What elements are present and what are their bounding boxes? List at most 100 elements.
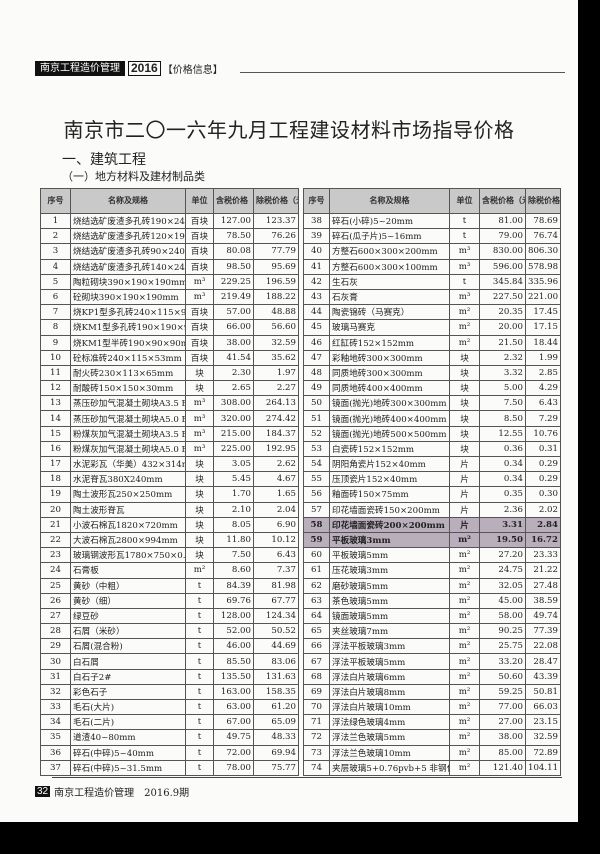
cell-unit: t xyxy=(449,228,480,245)
cell-name: 浮法白片玻璃10mm xyxy=(329,698,450,716)
cell-unit: 百块 xyxy=(185,243,214,260)
cell-seq: 25 xyxy=(40,577,71,594)
cell-seq: 19 xyxy=(40,486,71,503)
cell-tax-price: 2.36 xyxy=(479,501,526,518)
cell-name: 平板玻璃3mm xyxy=(329,531,450,549)
cell-name: 黄砂（细） xyxy=(70,592,186,609)
cell-net-price: 1.65 xyxy=(253,486,299,503)
cell-seq: 33 xyxy=(40,698,71,716)
cell-name: 浮法兰色玻璃5mm xyxy=(329,729,450,746)
cell-name: 大波石棉瓦2800×994mm xyxy=(70,531,186,549)
page-title: 南京市二〇一六年九月工程建设材料市场指导价格 xyxy=(63,118,515,142)
cell-unit: m³ xyxy=(185,273,214,290)
table-row: 11 耐火砖230×113×65mm 块 2.30 1.97 xyxy=(40,364,299,382)
cell-tax-price: 66.00 xyxy=(213,319,254,336)
cell-tax-price: 229.25 xyxy=(213,273,254,290)
cell-tax-price: 121.40 xyxy=(479,759,526,776)
table-header-row: 序号 名称及规格 单位 含税价格（元） 除税价格（元） xyxy=(303,188,561,214)
table-row: 63 茶色玻璃5mm m² 45.00 38.59 xyxy=(303,592,561,609)
cell-name: 粉煤灰加气混凝土砌块A3.5 B06 xyxy=(70,425,186,442)
cell-unit: 块 xyxy=(185,471,214,488)
col-net-price: 除税价格（元） xyxy=(253,188,299,214)
cell-unit: 块 xyxy=(449,380,480,397)
cell-net-price: 43.39 xyxy=(525,668,561,685)
cell-net-price: 264.13 xyxy=(253,395,299,412)
cell-name: 石膏板 xyxy=(70,562,186,579)
cell-tax-price: 81.00 xyxy=(479,212,526,230)
cell-seq: 65 xyxy=(303,623,330,640)
cell-net-price: 76.74 xyxy=(525,228,561,245)
cell-name: 粉煤灰加气混凝土砌块A5.0 B06 xyxy=(70,440,186,458)
table-row: 41 方整石600×300×100mm m³ 596.00 578.98 xyxy=(303,258,561,275)
footer-text: 南京工程造价管理 2016.9期 xyxy=(54,788,190,799)
cell-seq: 34 xyxy=(40,714,71,731)
cell-unit: t xyxy=(449,273,480,290)
cell-unit: 片 xyxy=(449,455,480,473)
cell-unit: t xyxy=(185,607,214,625)
cell-name: 石屑（米砂） xyxy=(70,623,186,640)
cell-unit: 片 xyxy=(449,516,480,533)
cell-seq: 31 xyxy=(40,668,71,685)
cell-tax-price: 0.36 xyxy=(479,440,526,458)
cell-net-price: 27.48 xyxy=(525,577,561,594)
cell-seq: 24 xyxy=(40,562,71,579)
cell-net-price: 77.39 xyxy=(525,623,561,640)
cell-unit: m³ xyxy=(185,288,214,306)
cell-name: 玻璃钢波形瓦1780×750×0.64mm xyxy=(70,547,186,564)
cell-unit: m² xyxy=(449,668,480,685)
cell-unit: 块 xyxy=(185,455,214,473)
cell-net-price: 72.89 xyxy=(525,744,561,761)
col-unit: 单位 xyxy=(449,188,480,214)
cell-unit: m² xyxy=(449,531,480,549)
cell-name: 夹层玻璃5+0.76pvb+5 非钢化 xyxy=(329,759,450,776)
document-page: 南京工程造价管理 2016 【价格信息】 南京市二〇一六年九月工程建设材料市场指… xyxy=(0,0,578,822)
cell-tax-price: 72.00 xyxy=(213,744,254,761)
cell-net-price: 32.59 xyxy=(253,334,299,351)
cell-unit: 百块 xyxy=(185,319,214,336)
table-row: 29 石屑(混合粉) t 46.00 44.69 xyxy=(40,638,299,655)
table-row: 70 浮法白片玻璃10mm m² 77.00 66.03 xyxy=(303,698,561,716)
cell-name: 石屑(混合粉) xyxy=(70,638,186,655)
cell-name: 砼标准砖240×115×53mm xyxy=(70,349,186,366)
cell-tax-price: 33.20 xyxy=(479,653,526,670)
cell-name: 茶色玻璃5mm xyxy=(329,592,450,609)
table-row: 38 碎石(小碎)5~20mm t 81.00 78.69 xyxy=(303,212,561,230)
cell-unit: m² xyxy=(449,653,480,670)
cell-seq: 4 xyxy=(40,258,71,275)
magazine-name: 南京工程造价管理 xyxy=(35,61,125,76)
table-row: 26 黄砂（细） t 69.76 67.77 xyxy=(40,592,299,609)
cell-net-price: 48.33 xyxy=(253,729,299,746)
table-row: 32 彩色石子 t 163.00 158.35 xyxy=(40,683,299,701)
cell-unit: m² xyxy=(449,592,480,609)
cell-unit: t xyxy=(185,729,214,746)
cell-tax-price: 2.32 xyxy=(479,349,526,366)
cell-name: 浮法白片玻璃8mm xyxy=(329,683,450,701)
table-row: 10 砼标准砖240×115×53mm 百块 41.54 35.62 xyxy=(40,349,299,366)
cell-name: 黄砂（中粗） xyxy=(70,577,186,594)
cell-unit: 块 xyxy=(449,364,480,382)
cell-name: 烧KM1型半砖190×90×90mm xyxy=(70,334,186,351)
cell-name: 印花墙面瓷砖150×200mm xyxy=(329,501,450,518)
cell-unit: m³ xyxy=(185,440,214,458)
cell-unit: 片 xyxy=(449,501,480,518)
cell-tax-price: 32.05 xyxy=(479,577,526,594)
cell-name: 陶瓷锦砖（马赛克） xyxy=(329,304,450,321)
cell-tax-price: 2.10 xyxy=(213,501,254,518)
cell-unit: 块 xyxy=(185,364,214,382)
header-rule xyxy=(240,72,565,73)
cell-net-price: 806.30 xyxy=(525,243,561,260)
cell-unit: 百块 xyxy=(185,349,214,366)
cell-net-price: 50.81 xyxy=(525,683,561,701)
cell-name: 白石屑 xyxy=(70,653,186,670)
cell-name: 彩色石子 xyxy=(70,683,186,701)
cell-tax-price: 79.00 xyxy=(479,228,526,245)
cell-unit: m³ xyxy=(185,425,214,442)
cell-seq: 26 xyxy=(40,592,71,609)
table-row: 27 绿豆砂 t 128.00 124.34 xyxy=(40,607,299,625)
cell-seq: 32 xyxy=(40,683,71,701)
